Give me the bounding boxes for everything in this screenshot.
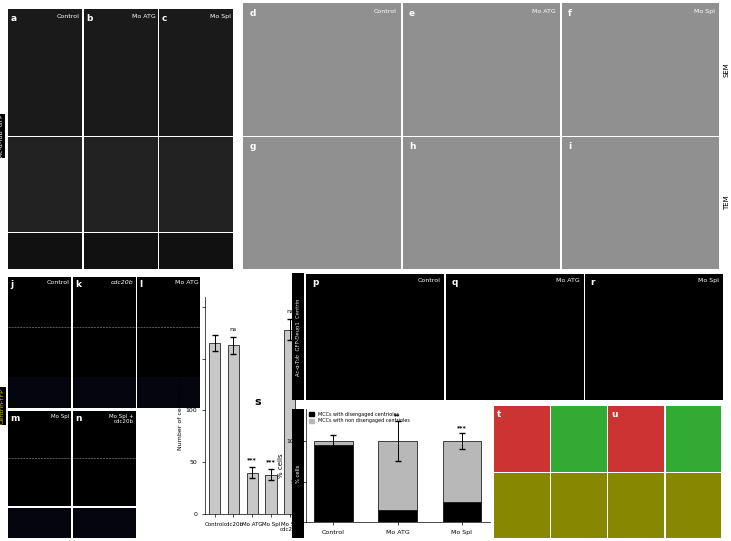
- Text: r: r: [591, 278, 595, 287]
- Text: Mo Spl: Mo Spl: [694, 9, 715, 14]
- Text: j: j: [10, 280, 14, 289]
- Text: h: h: [409, 142, 415, 151]
- Text: Mo ATG: Mo ATG: [175, 280, 198, 285]
- Text: Mo Spl +
cdc20b: Mo Spl + cdc20b: [109, 413, 134, 424]
- Text: l: l: [140, 280, 143, 289]
- Text: cdc20b: cdc20b: [111, 280, 134, 285]
- Bar: [284, 329, 295, 514]
- Text: Ac-α-Tub  GFP-Deup1  Centrin: Ac-α-Tub GFP-Deup1 Centrin: [298, 301, 303, 373]
- Text: Mo Spl: Mo Spl: [210, 14, 231, 18]
- Bar: [265, 474, 276, 514]
- Y-axis label: Number of centrin spots/cell: Number of centrin spots/cell: [178, 360, 183, 450]
- Text: ***: ***: [457, 425, 467, 431]
- Bar: [314, 441, 352, 445]
- Text: g: g: [250, 142, 256, 151]
- Text: Control: Control: [417, 278, 440, 283]
- Text: u: u: [611, 410, 618, 419]
- Text: p: p: [312, 278, 318, 287]
- Text: TEM: TEM: [724, 195, 730, 210]
- Text: m: m: [10, 413, 20, 423]
- Text: ***: ***: [266, 459, 276, 464]
- Text: % cells: % cells: [296, 464, 300, 483]
- Bar: [228, 345, 239, 514]
- Bar: [246, 472, 258, 514]
- Legend: MCCs with disengaged centrioles, MCCs with non disengaged centrioles: MCCs with disengaged centrioles, MCCs wi…: [308, 411, 411, 424]
- Bar: [442, 502, 481, 522]
- Text: a: a: [11, 14, 17, 23]
- Text: ***: ***: [247, 457, 257, 462]
- Text: f: f: [568, 9, 572, 17]
- Text: Centrin-YFP: Centrin-YFP: [0, 388, 4, 424]
- Text: ns: ns: [230, 327, 237, 332]
- Bar: [209, 343, 220, 514]
- Bar: [378, 441, 417, 510]
- Text: ns: ns: [286, 309, 293, 314]
- Text: q: q: [451, 278, 458, 287]
- Text: d: d: [250, 9, 256, 17]
- Text: Control: Control: [46, 280, 69, 285]
- Text: Control: Control: [57, 14, 80, 18]
- Text: Mo ATG: Mo ATG: [132, 14, 156, 18]
- Text: **: **: [394, 413, 401, 418]
- Bar: [442, 441, 481, 502]
- Bar: [378, 510, 417, 522]
- Text: Mo Spl: Mo Spl: [51, 413, 69, 419]
- Text: Mo ATG: Mo ATG: [531, 9, 556, 14]
- Text: c: c: [162, 14, 167, 23]
- Text: Ac-α-Tub  GFP-Deup1  Centrin: Ac-α-Tub GFP-Deup1 Centrin: [296, 298, 300, 375]
- Text: Mo ATG: Mo ATG: [556, 278, 580, 283]
- Text: Ac-α-Tub  GFP: Ac-α-Tub GFP: [0, 115, 4, 157]
- Y-axis label: % cells: % cells: [278, 453, 284, 478]
- Text: o: o: [171, 288, 179, 298]
- Text: i: i: [568, 142, 571, 151]
- Text: k: k: [75, 280, 81, 289]
- Text: Mo Spl: Mo Spl: [698, 278, 719, 283]
- Bar: [314, 445, 352, 522]
- Text: b: b: [86, 14, 93, 23]
- Text: Control: Control: [374, 9, 396, 14]
- Text: e: e: [409, 9, 415, 17]
- Text: t: t: [496, 410, 501, 419]
- Text: SEM: SEM: [724, 62, 730, 77]
- Text: s: s: [254, 397, 261, 407]
- Text: n: n: [75, 413, 82, 423]
